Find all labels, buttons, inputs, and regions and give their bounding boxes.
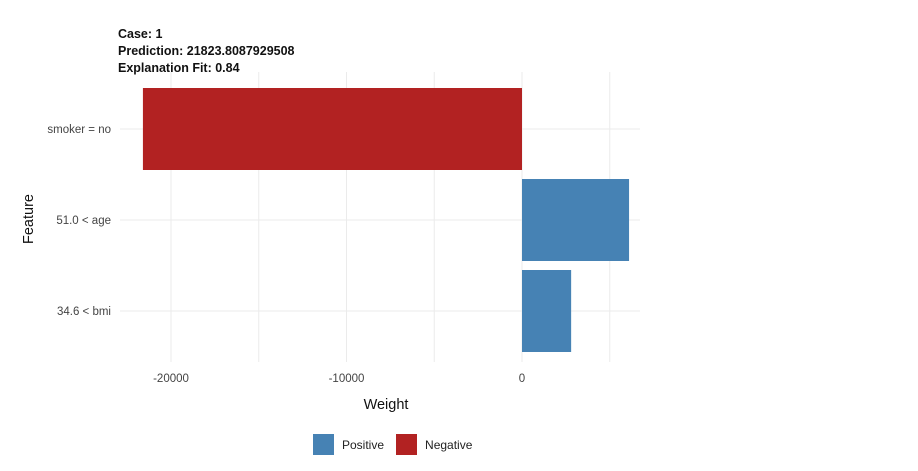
bar-1: [142, 88, 523, 170]
y-tick-labels: smoker = no 51.0 < age 34.6 < bmi: [47, 124, 111, 318]
legend-item-negative: Negative: [396, 434, 472, 455]
chart-title-block: Case: 1 Prediction: 21823.8087929508 Exp…: [118, 26, 295, 77]
x-tick-label: -10000: [329, 373, 365, 385]
bar-3: [522, 270, 572, 352]
bars: [142, 88, 630, 352]
x-tick-label: -20000: [153, 373, 189, 385]
legend-swatch-negative: [396, 434, 418, 455]
explanation-fit-label: Explanation Fit: 0.84: [118, 61, 240, 75]
x-axis-title: Weight: [364, 397, 409, 413]
legend-swatch-positive: [313, 434, 334, 455]
legend-label-positive: Positive: [342, 437, 385, 452]
legend-item-positive: Positive: [313, 434, 384, 455]
case-label: Case: 1: [118, 27, 163, 41]
y-axis-title: Feature: [21, 194, 37, 244]
legend: Positive Negative: [313, 434, 478, 455]
legend-label-negative: Negative: [425, 437, 473, 452]
y-tick-label: smoker = no: [47, 124, 111, 136]
x-tick-label: 0: [519, 373, 525, 385]
bar-2: [522, 179, 630, 261]
y-tick-label: 51.0 < age: [56, 215, 111, 227]
x-tick-labels: -20000 -10000 0: [153, 373, 525, 385]
prediction-label: Prediction: 21823.8087929508: [118, 44, 295, 58]
y-tick-label: 34.6 < bmi: [57, 306, 111, 318]
